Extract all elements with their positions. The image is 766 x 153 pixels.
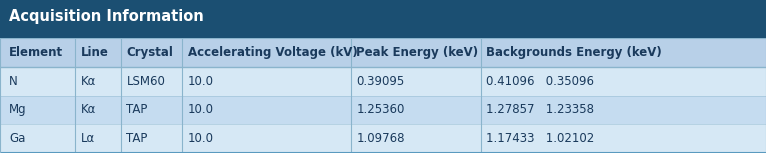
Text: Mg: Mg [9,103,27,116]
Text: Lα: Lα [80,132,95,145]
Text: LSM60: LSM60 [126,75,165,88]
Text: Peak Energy (keV): Peak Energy (keV) [356,46,478,59]
Text: 10.0: 10.0 [188,132,214,145]
Bar [0,124,766,153]
Bar [0,38,766,67]
Text: Crystal: Crystal [126,46,173,59]
Text: Kα: Kα [80,103,96,116]
Text: Ga: Ga [9,132,25,145]
Text: Element: Element [9,46,64,59]
Text: TAP: TAP [126,132,148,145]
Text: N: N [9,75,18,88]
Text: 10.0: 10.0 [188,103,214,116]
Text: Kα: Kα [80,75,96,88]
Bar [0,67,766,95]
Text: 10.0: 10.0 [188,75,214,88]
Text: 1.25360: 1.25360 [356,103,404,116]
Text: Backgrounds Energy (keV): Backgrounds Energy (keV) [486,46,662,59]
Text: 1.17433   1.02102: 1.17433 1.02102 [486,132,594,145]
Text: Line: Line [80,46,108,59]
Text: 0.41096   0.35096: 0.41096 0.35096 [486,75,594,88]
Bar [0,95,766,124]
Text: 0.39095: 0.39095 [356,75,404,88]
Text: TAP: TAP [126,103,148,116]
Text: Accelerating Voltage (kV): Accelerating Voltage (kV) [188,46,358,59]
Text: 1.27857   1.23358: 1.27857 1.23358 [486,103,594,116]
Text: Acquisition Information: Acquisition Information [9,9,204,24]
Text: 1.09768: 1.09768 [356,132,404,145]
